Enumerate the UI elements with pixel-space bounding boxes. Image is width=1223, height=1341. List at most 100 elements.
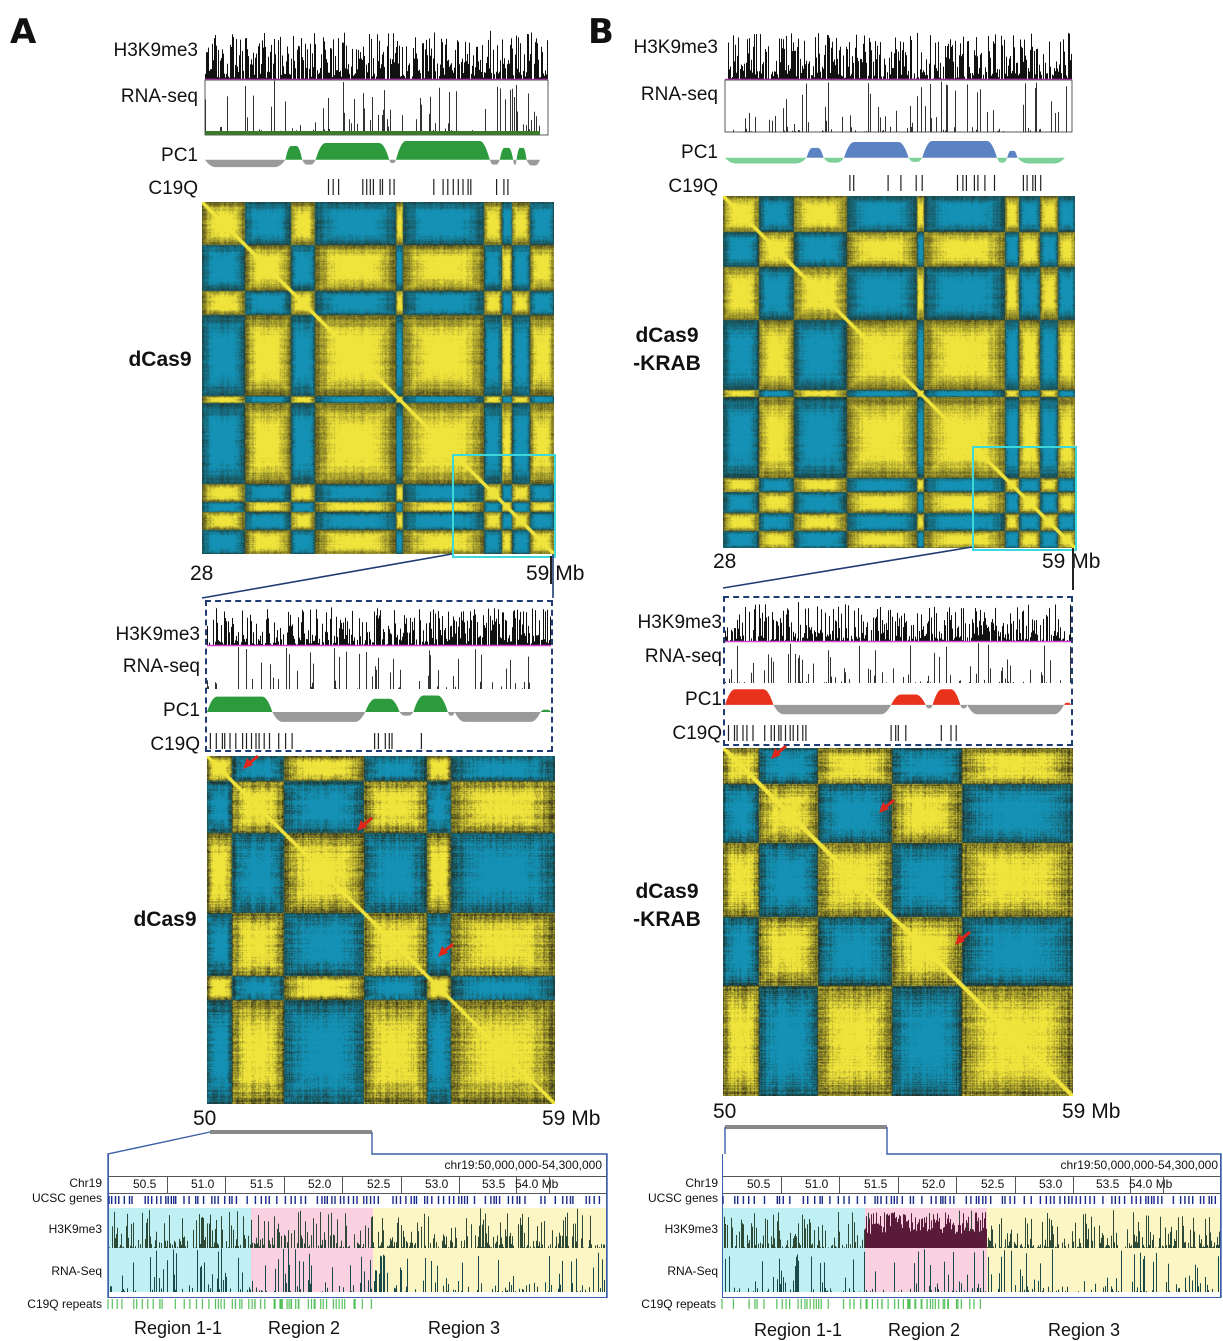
ruler-tick-label: 51.0 (805, 1177, 829, 1191)
zoom-pc1-track (207, 695, 551, 722)
rna-seq-track (204, 79, 549, 136)
condition-label-full: dCas9 (90, 346, 230, 374)
ruler-tick-label: 51.0 (191, 1177, 215, 1191)
axis-start-full: 28 (713, 550, 737, 573)
ruler-tick (284, 1177, 285, 1193)
ruler-tick-label: 53.5 (1096, 1177, 1120, 1191)
axis-end-zoom: 59 Mb (1062, 1100, 1121, 1123)
zoom-track-label-c19q: C19Q (672, 723, 722, 744)
ruler-tick (1073, 1177, 1074, 1193)
condition-line-2: -KRAB (633, 352, 701, 375)
browser-row-label-rna-seq: RNA-Seq (51, 1264, 102, 1278)
track-label-h3k9me3: H3K9me3 (113, 40, 199, 61)
condition-line-1: dCas9 (635, 880, 699, 903)
ucsc-genes-track (722, 1196, 1216, 1204)
zoom-c19q-track (209, 733, 422, 749)
track-label-rna-seq: RNA-seq (640, 84, 718, 105)
zoom-track-label-h3k9me3: H3K9me3 (637, 612, 723, 633)
condition-line-1: dCas9 (133, 908, 197, 931)
zoom-tracks-box (205, 600, 553, 752)
zoom-box (452, 454, 556, 558)
ruler-tick (839, 1177, 840, 1193)
track-label-c19q: C19Q (148, 178, 198, 199)
condition-line-2: -KRAB (633, 908, 701, 931)
ruler-tick (342, 1177, 343, 1193)
genome-browser: chr19:50,000,000-54,300,000 50.5 51.0 51.5… (722, 1154, 1221, 1298)
zoom-track-label-h3k9me3: H3K9me3 (115, 624, 201, 645)
zoom-connector (201, 553, 554, 599)
browser-ruler: 50.5 51.0 51.5 52.0 52.5 53.0 53.5 54.0 Mb (109, 1176, 606, 1194)
ruler-tick-label: 53.0 (1039, 1177, 1063, 1191)
axis-end-full: 59 Mb (526, 562, 585, 585)
ruler-tick (956, 1177, 957, 1193)
axis-end-zoom: 59 Mb (542, 1107, 601, 1130)
genome-browser: chr19:50,000,000-54,300,000 50.5 51.0 51.5… (108, 1154, 607, 1298)
region-label-2: Region 2 (888, 1320, 961, 1340)
browser-c19q-repeats-track (107, 1299, 372, 1309)
browser-row-label-rna-seq: RNA-Seq (667, 1264, 718, 1278)
ruler-tick-label: 51.5 (864, 1177, 888, 1191)
ruler-tick (549, 1177, 550, 1193)
zoom-track-label-pc1: PC1 (685, 689, 722, 710)
zoom-tracks-box (723, 596, 1073, 746)
browser-ruler: 50.5 51.0 51.5 52.0 52.5 53.0 53.5 54.0 Mb (723, 1176, 1220, 1194)
zoom-track-label-pc1: PC1 (163, 700, 200, 721)
ruler-tick-label: 50.5 (133, 1177, 157, 1191)
h3k9me3-track (725, 32, 1072, 81)
ruler-tick (1163, 1177, 1164, 1193)
zoom-pc1-track (725, 689, 1071, 715)
ruler-tick-label: 51.5 (250, 1177, 274, 1191)
c19q-track (327, 179, 509, 195)
browser-h3k9me3-track (109, 1208, 606, 1248)
browser-connector (724, 1125, 1222, 1298)
zoom-rna-seq-track (725, 643, 1071, 683)
ruler-tick (1130, 1177, 1131, 1193)
c19q-track (849, 175, 1042, 191)
zoom-track-label-c19q: C19Q (150, 734, 200, 755)
browser-row-label-c19q-repeats: C19Q repeats (27, 1297, 102, 1311)
hic-heatmap-zoom (723, 748, 1073, 1096)
red-arrows (771, 744, 971, 945)
track-label-pc1: PC1 (161, 145, 198, 166)
browser-row-label-chr19: Chr19 (685, 1176, 718, 1190)
track-label-c19q: C19Q (668, 176, 718, 197)
browser-rna-seq-track (723, 1248, 1220, 1292)
browser-row-label-ucsc-genes: UCSC genes (31, 1191, 102, 1205)
hic-heatmap-full (723, 196, 1075, 548)
zoom-connector (722, 546, 973, 589)
axis-start-zoom: 50 (193, 1107, 217, 1130)
browser-row-label-h3k9me3: H3K9me3 (48, 1222, 102, 1236)
ruler-tick-label: 53.0 (425, 1177, 449, 1191)
axis-tick (550, 556, 552, 584)
ruler-tick-label: 54.0 Mb (1129, 1177, 1173, 1191)
track-label-h3k9me3: H3K9me3 (633, 37, 719, 58)
ruler-tick (781, 1177, 782, 1193)
ucsc-genes-track (108, 1196, 601, 1204)
browser-row-label-chr19: Chr19 (69, 1176, 102, 1190)
ruler-tick-label: 53.5 (482, 1177, 506, 1191)
rna-seq-track (724, 79, 1073, 133)
panel-letter-b: B (588, 12, 614, 52)
ruler-tick-label: 54.0 Mb (515, 1177, 559, 1191)
condition-label-full: dCas9 -KRAB (612, 322, 722, 378)
ruler-tick-label: 50.5 (747, 1177, 771, 1191)
ruler-tick-label: 52.0 (922, 1177, 946, 1191)
ruler-tick (1015, 1177, 1016, 1193)
browser-h3k9me3-track (723, 1208, 1220, 1248)
zoom-c19q-track (727, 725, 957, 741)
browser-row-label-h3k9me3: H3K9me3 (664, 1222, 718, 1236)
region-label-1: Region 1-1 (134, 1318, 223, 1338)
browser-row-label-ucsc-genes: UCSC genes (647, 1191, 718, 1205)
hic-heatmap-full (202, 202, 554, 554)
ruler-tick (516, 1177, 517, 1193)
ruler-tick (898, 1177, 899, 1193)
browser-rna-seq-track (109, 1248, 606, 1292)
axis-tick (1072, 548, 1074, 590)
ruler-tick-label: 52.0 (308, 1177, 332, 1191)
condition-line-1: dCas9 (128, 348, 192, 371)
ruler-tick (225, 1177, 226, 1193)
zoom-track-label-rna-seq: RNA-seq (122, 656, 200, 677)
zoom-box (972, 446, 1077, 551)
zoom-h3k9me3-track (207, 607, 551, 647)
condition-label-zoom: dCas9 (100, 906, 230, 934)
